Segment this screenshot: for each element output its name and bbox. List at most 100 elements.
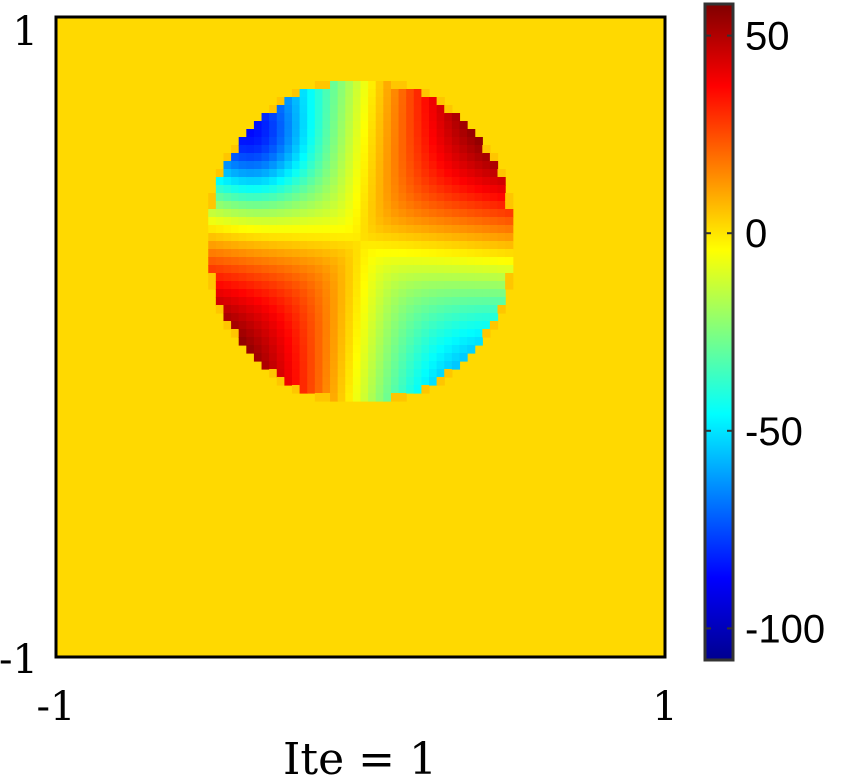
heatmap-cell xyxy=(261,153,270,162)
heatmap-cell xyxy=(238,153,247,162)
heatmap-cell xyxy=(215,257,225,266)
heatmap-cell xyxy=(406,89,415,98)
heatmap-cell xyxy=(330,145,339,154)
heatmap-cell xyxy=(322,185,331,194)
heatmap-cell xyxy=(291,161,301,170)
heatmap-cell xyxy=(299,137,308,146)
heatmap-cell xyxy=(215,241,225,250)
heatmap-cell xyxy=(467,217,476,226)
heatmap-cell xyxy=(406,145,415,154)
heatmap-cell xyxy=(337,145,346,154)
heatmap-cell xyxy=(406,121,415,130)
heatmap-cell xyxy=(223,201,232,210)
heatmap-cell xyxy=(467,225,476,234)
heatmap-cell xyxy=(345,233,354,242)
heatmap-cell xyxy=(444,329,453,338)
heatmap-cell xyxy=(238,249,247,258)
heatmap-cell xyxy=(368,177,377,186)
heatmap-cell xyxy=(330,321,339,330)
heatmap-cell xyxy=(291,129,301,138)
heatmap-cell xyxy=(474,225,483,234)
heatmap-cell xyxy=(398,249,407,258)
heatmap-cell xyxy=(238,313,247,322)
heatmap-cell xyxy=(436,233,445,242)
heatmap-cell xyxy=(467,153,476,162)
heatmap-cell xyxy=(474,305,483,314)
heatmap-cell xyxy=(322,353,331,362)
heatmap-cell xyxy=(322,97,331,106)
heatmap-cell xyxy=(322,385,331,394)
heatmap-cell xyxy=(497,241,506,250)
heatmap-cell xyxy=(390,185,400,194)
heatmap-cell xyxy=(398,289,407,298)
heatmap-cell xyxy=(436,113,445,122)
heatmap-cell xyxy=(451,137,461,146)
heatmap-cell xyxy=(322,145,331,154)
heatmap-cell xyxy=(429,369,438,378)
heatmap-cell xyxy=(208,193,217,202)
heatmap-cell xyxy=(330,273,339,282)
heatmap-cell xyxy=(429,265,438,274)
heatmap-cell xyxy=(246,273,255,282)
heatmap-cell xyxy=(352,257,362,266)
heatmap-cell xyxy=(330,393,339,402)
heatmap-cell xyxy=(436,153,445,162)
heatmap-cell xyxy=(352,81,362,90)
heatmap-cell xyxy=(337,193,346,202)
heatmap-cell xyxy=(459,185,468,194)
heatmap-cell xyxy=(352,337,362,346)
x-tick-right: 1 xyxy=(652,684,677,730)
heatmap-cell xyxy=(398,89,407,98)
heatmap-cell xyxy=(231,201,240,210)
heatmap-cell xyxy=(269,353,278,362)
heatmap-cell xyxy=(383,313,392,322)
heatmap-cell xyxy=(375,377,384,386)
heatmap-cell xyxy=(413,233,422,242)
heatmap-cell xyxy=(497,281,506,290)
heatmap-cell xyxy=(291,281,301,290)
heatmap-cell xyxy=(208,209,217,218)
heatmap-cell xyxy=(231,305,240,314)
heatmap-cell xyxy=(284,177,293,186)
heatmap-cell xyxy=(467,201,476,210)
heatmap-cell xyxy=(291,265,301,274)
heatmap-cell xyxy=(505,217,514,226)
heatmap-cell xyxy=(505,225,514,234)
heatmap-cell xyxy=(337,225,346,234)
heatmap-cell xyxy=(276,257,285,266)
heatmap-cell xyxy=(337,257,346,266)
heatmap-cell xyxy=(330,337,339,346)
heatmap-cell xyxy=(375,177,384,186)
heatmap-cell xyxy=(398,265,407,274)
heatmap-cell xyxy=(322,217,331,226)
heatmap-cell xyxy=(497,265,506,274)
heatmap-cell xyxy=(451,225,461,234)
heatmap-cell xyxy=(467,289,476,298)
heatmap-cell xyxy=(413,297,422,306)
heatmap-cell xyxy=(299,153,308,162)
heatmap-cell xyxy=(429,209,438,218)
y-axis-ticks: 1 -1 xyxy=(0,9,38,683)
heatmap-cell xyxy=(474,209,483,218)
heatmap-cell xyxy=(322,289,331,298)
heatmap-cell xyxy=(307,345,316,354)
heatmap-cell xyxy=(497,177,506,186)
heatmap-cell xyxy=(459,329,468,338)
heatmap-cell xyxy=(368,201,377,210)
heatmap-cell xyxy=(352,241,362,250)
heatmap-cell xyxy=(444,337,453,346)
heatmap-cell xyxy=(307,233,316,242)
heatmap-cell xyxy=(215,177,225,186)
heatmap-cell xyxy=(299,385,308,394)
heatmap-cell xyxy=(436,329,445,338)
heatmap-cell xyxy=(330,89,339,98)
heatmap-cell xyxy=(291,249,301,258)
heatmap-cell xyxy=(429,169,438,178)
heatmap-cell xyxy=(345,297,354,306)
heatmap-cell xyxy=(505,281,514,290)
heatmap-cell xyxy=(238,321,247,330)
heatmap-cell xyxy=(375,329,384,338)
heatmap-cell xyxy=(307,217,316,226)
heatmap-cell xyxy=(246,217,255,226)
heatmap-cell xyxy=(390,177,400,186)
